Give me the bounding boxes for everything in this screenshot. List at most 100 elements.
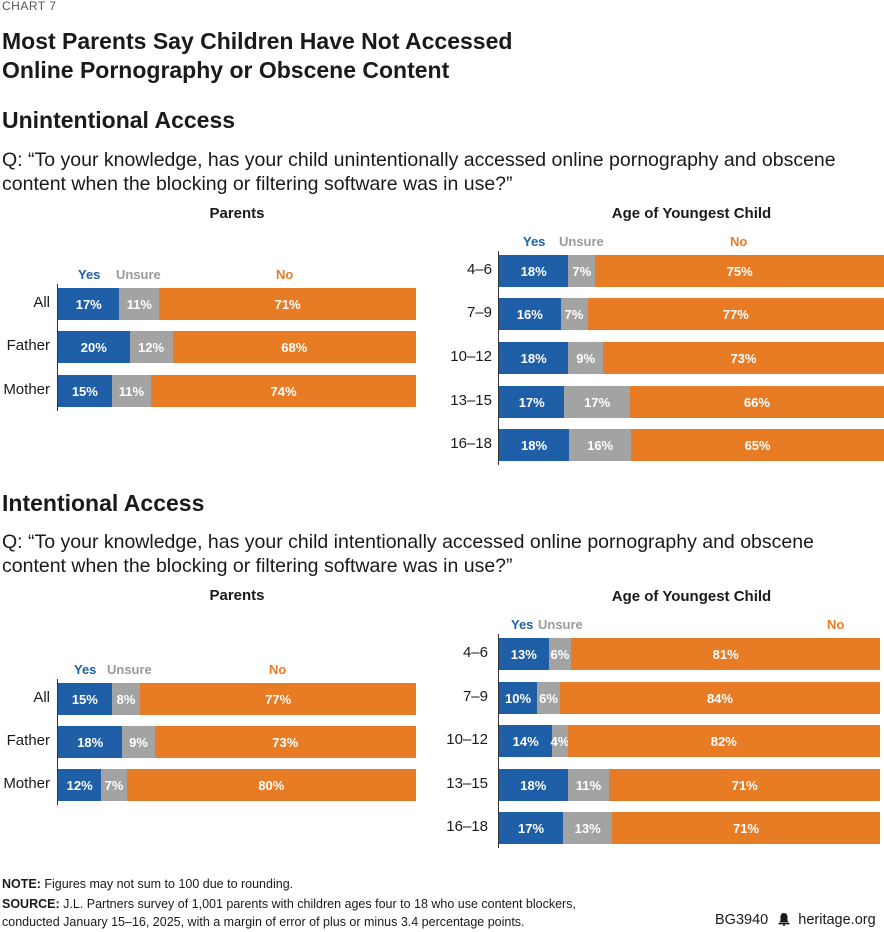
legend-no: No [269, 662, 287, 677]
category-label: 13–15 [450, 392, 492, 409]
bar-segment-no: 68% [172, 331, 416, 363]
source-label: SOURCE: [2, 897, 60, 911]
legend-yes: Yes [523, 234, 546, 249]
question-intentional-line-1: Q: “To your knowledge, has your child in… [2, 531, 814, 553]
chart-title-line-2: Online Pornography or Obscene Content [2, 57, 450, 83]
question-unintentional-line-1: Q: “To your knowledge, has your child un… [2, 149, 836, 171]
bar-segment-unsure: 4% [551, 725, 569, 757]
bar-segment-yes: 18% [499, 429, 569, 461]
legend-yes: Yes [78, 267, 101, 282]
bar-segment-no: 84% [559, 682, 880, 714]
category-label: 4–6 [466, 261, 492, 278]
stacked-bar: 18% 9% 73% [58, 726, 416, 758]
stacked-bar: 18% 16% 65% [499, 429, 884, 461]
bar-segment-yes: 15% [58, 683, 112, 715]
stacked-bar: 18% 9% 73% [499, 342, 884, 374]
source-text-line-1: J.L. Partners survey of 1,001 parents wi… [59, 897, 576, 911]
bar-segment-unsure: 11% [119, 288, 160, 320]
chart-number: CHART 7 [2, 0, 57, 13]
stacked-bar: 14% 4% 82% [499, 725, 880, 757]
stacked-bar: 17% 11% 71% [58, 288, 416, 320]
category-label: 16–18 [446, 818, 488, 835]
bar-segment-unsure: 7% [568, 255, 596, 287]
stacked-bar: 17% 13% 71% [499, 812, 880, 844]
bar-segment-no: 82% [567, 725, 880, 757]
bar-segment-yes: 20% [58, 331, 130, 363]
bar-segment-unsure: 6% [548, 638, 572, 670]
bar-segment-yes: 15% [58, 375, 112, 407]
category-label: Mother [3, 381, 50, 398]
bar-segment-yes: 18% [499, 769, 568, 801]
category-label: Mother [3, 775, 50, 792]
source-text-line-2: conducted January 15–16, 2025, with a ma… [2, 915, 525, 929]
bar-segment-yes: 18% [499, 255, 569, 287]
stacked-bar: 15% 8% 77% [58, 683, 416, 715]
legend-unsure: Unsure [559, 234, 604, 249]
bar-segment-yes: 17% [499, 812, 564, 844]
axis-line [57, 679, 58, 805]
bar-segment-yes: 13% [499, 638, 549, 670]
legend-yes: Yes [74, 662, 97, 677]
section-title-unintentional: Unintentional Access [2, 107, 236, 133]
panel-title: Age of Youngest Child [611, 205, 772, 222]
legend-yes: Yes [511, 617, 534, 632]
note-label: NOTE: [2, 877, 41, 891]
axis-line [498, 634, 499, 848]
bar-segment-unsure: 11% [111, 375, 152, 407]
category-label: Father [6, 337, 50, 354]
section-title-intentional: Intentional Access [2, 490, 205, 516]
stacked-bar: 10% 6% 84% [499, 682, 880, 714]
category-label: 10–12 [450, 348, 492, 365]
legend-unsure: Unsure [107, 662, 152, 677]
chart-title: Most Parents Say Children Have Not Acces… [2, 27, 702, 85]
stacked-bar: 16% 7% 77% [499, 298, 884, 330]
legend-unsure: Unsure [116, 267, 161, 282]
axis-line [498, 251, 499, 465]
bar-segment-no: 65% [631, 429, 884, 461]
site-name: heritage.org [798, 912, 876, 928]
legend-unsure: Unsure [538, 617, 583, 632]
category-label: 4–6 [462, 644, 488, 661]
panel-title: Parents [209, 587, 265, 604]
bar-segment-no: 80% [126, 769, 416, 801]
panel-title: Parents [209, 205, 265, 222]
stacked-bar: 15% 11% 74% [58, 375, 416, 407]
legend-no: No [730, 234, 748, 249]
bar-segment-unsure: 6% [537, 682, 560, 714]
bar-segment-unsure: 9% [122, 726, 155, 758]
bar-segment-yes: 18% [499, 342, 569, 374]
category-label: 10–12 [446, 731, 488, 748]
note-text: Figures may not sum to 100 due to roundi… [40, 877, 294, 891]
bar-segment-unsure: 7% [101, 769, 127, 801]
bar-segment-no: 71% [159, 288, 416, 320]
stacked-bar: 12% 7% 80% [58, 769, 416, 801]
bar-segment-yes: 14% [499, 725, 553, 757]
bar-segment-no: 73% [602, 342, 884, 374]
category-label: All [33, 689, 50, 706]
bar-segment-no: 75% [595, 255, 884, 287]
stacked-bar: 13% 6% 81% [499, 638, 880, 670]
category-label: Father [6, 732, 50, 749]
bar-segment-no: 77% [140, 683, 416, 715]
bar-segment-no: 74% [151, 375, 416, 407]
footnote-source: SOURCE: J.L. Partners survey of 1,001 pa… [2, 895, 622, 931]
stacked-bar: 20% 12% 68% [58, 331, 416, 363]
bar-segment-yes: 17% [499, 386, 565, 418]
bar-segment-unsure: 12% [129, 331, 173, 363]
bar-segment-no: 71% [612, 812, 880, 844]
question-intentional: Q: “To your knowledge, has your child in… [2, 530, 882, 578]
panel-title: Age of Youngest Child [611, 588, 772, 605]
question-unintentional: Q: “To your knowledge, has your child un… [2, 148, 882, 196]
bar-segment-unsure: 8% [111, 683, 141, 715]
legend-no: No [827, 617, 845, 632]
bar-segment-yes: 18% [58, 726, 123, 758]
question-intentional-line-2: content when the blocking or filtering s… [2, 555, 513, 577]
bar-segment-yes: 17% [58, 288, 120, 320]
bar-segment-no: 66% [629, 386, 884, 418]
bar-segment-yes: 10% [499, 682, 538, 714]
legend-no: No [276, 267, 294, 282]
stacked-bar: 18% 11% 71% [499, 769, 880, 801]
bar-segment-no: 71% [609, 769, 880, 801]
axis-line [57, 284, 58, 411]
bar-segment-no: 77% [587, 298, 884, 330]
